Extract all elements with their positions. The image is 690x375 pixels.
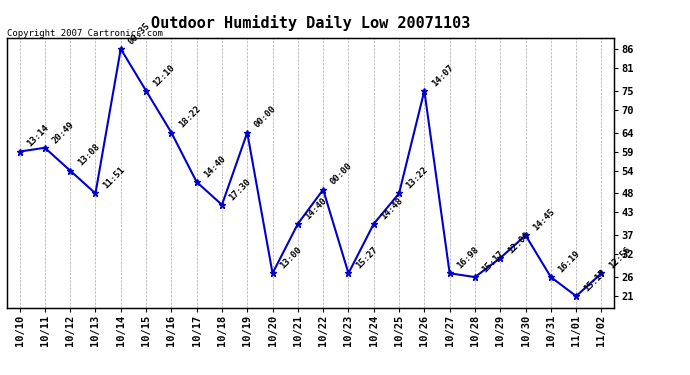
Text: 12:00: 12:00	[506, 230, 531, 255]
Text: 20:49: 20:49	[50, 120, 76, 145]
Text: 13:00: 13:00	[278, 245, 304, 270]
Text: Outdoor Humidity Daily Low 20071103: Outdoor Humidity Daily Low 20071103	[151, 15, 470, 31]
Text: 15:27: 15:27	[354, 245, 380, 270]
Text: 11:51: 11:51	[101, 165, 126, 190]
Text: 14:07: 14:07	[430, 63, 455, 88]
Text: Copyright 2007 Cartronics.com: Copyright 2007 Cartronics.com	[7, 28, 163, 38]
Text: 14:40: 14:40	[304, 196, 328, 221]
Text: 14:40: 14:40	[202, 154, 228, 179]
Text: 16:19: 16:19	[556, 249, 582, 274]
Text: 00:00: 00:00	[253, 104, 278, 130]
Text: 16:98: 16:98	[455, 245, 480, 270]
Text: 12:56: 12:56	[607, 245, 632, 270]
Text: 14:45: 14:45	[531, 207, 556, 232]
Text: 15:17: 15:17	[480, 249, 506, 274]
Text: 13:08: 13:08	[76, 142, 101, 168]
Text: 18:22: 18:22	[177, 104, 202, 130]
Text: 00:35: 00:35	[126, 21, 152, 46]
Text: 15:17: 15:17	[582, 268, 607, 293]
Text: 00:00: 00:00	[328, 162, 354, 187]
Text: 13:14: 13:14	[25, 123, 50, 149]
Text: 13:22: 13:22	[404, 165, 430, 190]
Text: 12:10: 12:10	[152, 63, 177, 88]
Text: 14:48: 14:48	[380, 196, 404, 221]
Text: 17:30: 17:30	[228, 177, 253, 202]
